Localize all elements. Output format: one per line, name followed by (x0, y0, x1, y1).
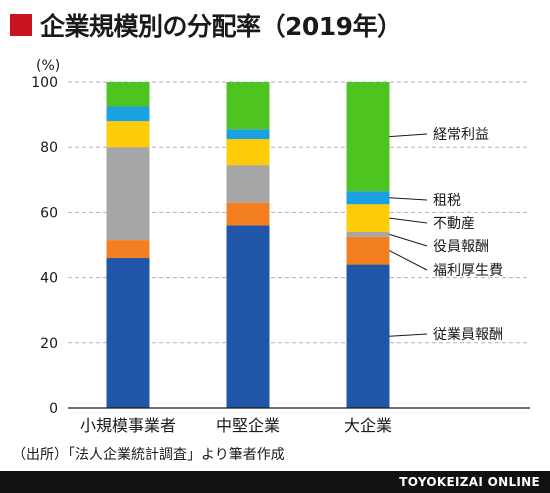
bar-segment (106, 121, 150, 148)
annotation-leader-line (389, 250, 428, 271)
annotation-label: 経常利益 (433, 127, 489, 143)
bar-segment (226, 225, 270, 408)
y-tick-label: 0 (49, 401, 58, 417)
bar-segment (346, 264, 390, 408)
y-tick-label: 80 (40, 140, 58, 156)
bar-segment (106, 82, 150, 107)
annotation-leader-line (389, 333, 428, 337)
bar-segment (226, 139, 270, 166)
annotation-leader-line (389, 133, 428, 138)
bar-segment (226, 129, 270, 140)
bar-segment (226, 202, 270, 226)
title-row: 企業規模別の分配率（2019年） (10, 6, 402, 44)
bar-segment (346, 82, 390, 192)
title-marker (10, 14, 32, 36)
annotation-label: 租税 (433, 193, 461, 209)
bar-segment (346, 236, 390, 265)
y-tick-label: 60 (40, 205, 58, 221)
annotation-label: 役員報酬 (433, 239, 489, 255)
annotation-leader-line (389, 197, 428, 201)
bar-segment (106, 147, 150, 241)
annotation-label: 福利厚生費 (433, 263, 503, 279)
annotation-leader-line (389, 217, 428, 224)
y-axis-unit: (%) (36, 58, 60, 74)
bar-segment (226, 165, 270, 203)
bar-segment (106, 240, 150, 259)
bar-segment (106, 258, 150, 408)
annotation-leader-line (389, 233, 428, 247)
source-note: （出所）「法人企業統計調査」より筆者作成 (12, 447, 285, 463)
y-tick-label: 40 (40, 271, 58, 287)
x-tick-label: 小規模事業者 (80, 416, 176, 435)
bar-segment (346, 191, 390, 205)
annotation-label: 従業員報酬 (433, 327, 503, 343)
bar-segment (106, 106, 150, 122)
annotation-label: 不動産 (433, 216, 475, 232)
y-tick-label: 20 (40, 336, 58, 352)
bar-segment (346, 231, 390, 237)
bar-segment (346, 204, 390, 232)
bar-segment (226, 82, 270, 130)
x-tick-label: 大企業 (344, 416, 392, 435)
y-tick-label: 100 (31, 75, 58, 91)
x-tick-label: 中堅企業 (216, 416, 280, 435)
footer-brand: TOYOKEIZAI ONLINE (0, 471, 550, 493)
chart-title: 企業規模別の分配率（2019年） (40, 12, 402, 41)
